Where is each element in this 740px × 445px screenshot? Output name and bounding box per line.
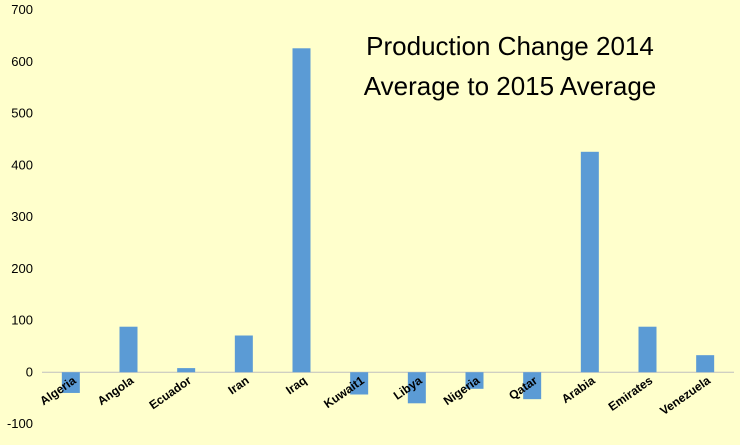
y-tick-label: 100 [11,313,33,328]
bar-libya [407,372,426,404]
bar-iran [234,335,253,373]
bar-iraq [292,48,311,373]
y-tick-label: 400 [11,157,33,172]
x-tick-label: Iran [225,373,251,397]
y-tick-label: 500 [11,106,33,121]
bar-venezuela [696,355,715,373]
x-tick-label: Arabia [559,373,598,406]
x-tick-label: Venezuela [657,373,713,418]
bar-qatar [523,372,542,400]
x-tick-label: Angola [95,373,137,408]
bar-algeria [61,372,80,393]
y-tick-label: 700 [11,2,33,17]
bar-nigeria [465,372,484,389]
x-tick-label: Iraq [283,373,309,397]
x-tick-label: Emirates [606,373,656,414]
bar-emirates [638,326,657,373]
bar-arabia [580,151,599,373]
y-tick-label: -100 [7,416,33,431]
y-tick-label: 300 [11,209,33,224]
y-tick-label: 200 [11,261,33,276]
bar-angola [119,326,138,373]
bar-kuwait1 [350,372,369,395]
x-tick-label: Ecuador [147,373,195,412]
y-tick-label: 0 [26,364,33,379]
y-tick-label: 600 [11,54,33,69]
bar-ecuador [177,368,196,373]
x-tick-label: Nigeria [441,373,483,408]
